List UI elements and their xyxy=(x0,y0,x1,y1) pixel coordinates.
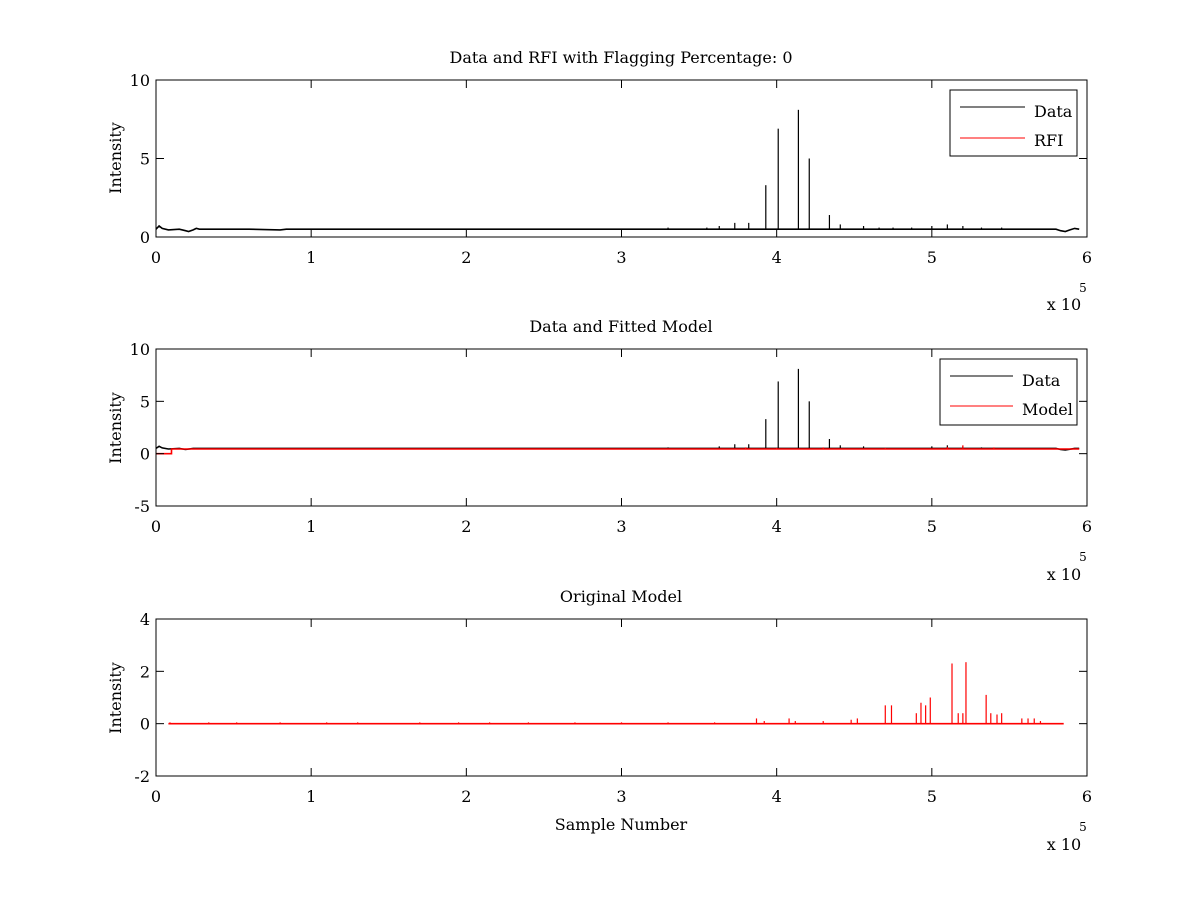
subplot-1-ylabel: Intensity xyxy=(106,122,125,194)
subplot-3-title: Original Model xyxy=(560,587,682,606)
subplot-2-xtick-label-1: 1 xyxy=(306,517,316,536)
subplot-1-xtick-label-6: 6 xyxy=(1082,248,1092,267)
subplot-3-xtick-label-2: 2 xyxy=(461,787,471,806)
subplot-2-xtick-label-0: 0 xyxy=(151,517,161,536)
subplot-2-legend-box xyxy=(939,358,1078,426)
subplot-3-xtick-label-4: 4 xyxy=(772,787,782,806)
subplot-2-xtick-label-6: 6 xyxy=(1082,517,1092,536)
subplot-1-marks xyxy=(155,109,1080,233)
subplot-2-title: Data and Fitted Model xyxy=(529,317,712,336)
subplot-1: Data and RFI with Flagging Percentage: 0… xyxy=(106,48,1092,314)
subplot-3-xtick-label-1: 1 xyxy=(306,787,316,806)
subplot-1-xtick-label-1: 1 xyxy=(306,248,316,267)
subplot-1-legend-label-rfi: RFI xyxy=(1034,131,1063,150)
subplot-2-legend-label-data: Data xyxy=(1022,371,1061,390)
subplot-1-xtick-label-4: 4 xyxy=(772,248,782,267)
subplot-3-xtick-label-5: 5 xyxy=(927,787,937,806)
subplot-2-legend-label-model: Model xyxy=(1022,400,1073,419)
subplot-2-xtick-label-3: 3 xyxy=(616,517,626,536)
subplot-3-xlabel: Sample Number xyxy=(555,815,688,834)
subplot-1-legend-box xyxy=(949,89,1078,157)
subplot-3-ytick-label-3: 4 xyxy=(140,610,150,629)
subplot-2-xtick-label-4: 4 xyxy=(772,517,782,536)
subplot-3-xtick-label-0: 0 xyxy=(151,787,161,806)
subplot-3-x-multiplier: x 10 xyxy=(1047,835,1081,854)
subplot-3-ytick-label-1: 0 xyxy=(140,715,150,734)
subplot-1-title: Data and RFI with Flagging Percentage: 0 xyxy=(449,48,792,67)
subplot-2-xtick-label-5: 5 xyxy=(927,517,937,536)
subplot-1-ytick-label-0: 0 xyxy=(140,228,150,247)
subplot-1-series-0-baseline xyxy=(155,224,1080,233)
subplot-2-ytick-label-2: 5 xyxy=(140,392,150,411)
subplot-1-x-multiplier: x 10 xyxy=(1047,295,1081,314)
subplot-3-xtick-label-6: 6 xyxy=(1082,787,1092,806)
subplot-3-marks xyxy=(168,662,1064,725)
subplot-3-ytick-label-0: -2 xyxy=(134,767,150,786)
subplot-1-xtick-label-2: 2 xyxy=(461,248,471,267)
subplot-2-xtick-label-2: 2 xyxy=(461,517,471,536)
subplot-3-ylabel: Intensity xyxy=(106,662,125,734)
subplot-2-ylabel: Intensity xyxy=(106,392,125,464)
subplot-1-legend: Data RFI xyxy=(949,89,1078,157)
subplot-3-ytick-label-2: 2 xyxy=(140,662,150,681)
subplot-2-ytick-label-1: 0 xyxy=(140,445,150,464)
subplot-1-xtick-label-0: 0 xyxy=(151,248,161,267)
subplot-2-ytick-label-3: 10 xyxy=(130,340,150,359)
subplot-1-x-multiplier-exponent: 5 xyxy=(1079,281,1087,295)
subplot-1-xtick-label-5: 5 xyxy=(927,248,937,267)
subplot-2-x-multiplier-exponent: 5 xyxy=(1079,550,1087,564)
subplot-2-ytick-label-0: -5 xyxy=(134,497,150,516)
subplot-1-ticks: 0 1 2 3 4 5 6 0 5 10 xyxy=(130,71,1092,267)
subplot-2-x-multiplier: x 10 xyxy=(1047,565,1081,584)
subplot-2-legend: Data Model xyxy=(939,358,1078,426)
subplot-1-xtick-label-3: 3 xyxy=(616,248,626,267)
subplot-3-x-multiplier-exponent: 5 xyxy=(1079,820,1087,834)
subplot-3-xtick-label-3: 3 xyxy=(616,787,626,806)
subplot-2: Data and Fitted Model Intensity 0 1 2 3 4 5 6 -… xyxy=(106,317,1092,584)
subplot-1-legend-label-data: Data xyxy=(1034,102,1073,121)
subplot-1-ytick-label-2: 10 xyxy=(130,71,150,90)
subplot-1-ytick-label-1: 5 xyxy=(140,150,150,169)
